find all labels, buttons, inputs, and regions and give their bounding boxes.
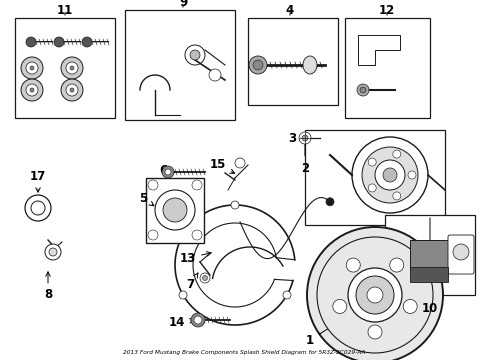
Circle shape (302, 135, 307, 141)
Bar (384, 215, 474, 295)
Text: 2013 Ford Mustang Brake Components Splash Shield Diagram for 5R3Z-2C029-AA: 2013 Ford Mustang Brake Components Splas… (122, 350, 365, 355)
Circle shape (367, 184, 375, 192)
Circle shape (162, 166, 174, 178)
Circle shape (382, 168, 396, 182)
Circle shape (235, 158, 244, 168)
Text: 7: 7 (185, 273, 198, 292)
Text: 8: 8 (44, 272, 52, 302)
Text: 3: 3 (287, 131, 304, 144)
Bar (146, 178, 203, 243)
Circle shape (190, 50, 200, 60)
Circle shape (26, 62, 38, 74)
Circle shape (356, 84, 368, 96)
Text: 12: 12 (378, 4, 394, 17)
Circle shape (332, 300, 346, 314)
Bar (345, 18, 429, 118)
Circle shape (54, 37, 64, 47)
Circle shape (452, 244, 468, 260)
Circle shape (298, 132, 310, 144)
Circle shape (361, 147, 417, 203)
Circle shape (49, 248, 57, 256)
Circle shape (45, 244, 61, 260)
Circle shape (148, 180, 158, 190)
Text: 9: 9 (179, 0, 187, 9)
Circle shape (403, 300, 416, 314)
Bar (409, 267, 447, 282)
Text: 11: 11 (57, 4, 73, 17)
Circle shape (21, 79, 43, 101)
Circle shape (392, 192, 400, 200)
Circle shape (325, 198, 333, 206)
Text: 5: 5 (139, 192, 154, 206)
Circle shape (148, 230, 158, 240)
FancyBboxPatch shape (447, 235, 473, 274)
Circle shape (208, 69, 221, 81)
Circle shape (389, 258, 403, 272)
Circle shape (306, 227, 442, 360)
Bar (305, 130, 444, 225)
Text: 1: 1 (305, 322, 338, 346)
Circle shape (70, 66, 74, 70)
Text: 6: 6 (159, 163, 174, 176)
Circle shape (179, 291, 186, 299)
Circle shape (184, 45, 204, 65)
Bar (409, 240, 447, 270)
Circle shape (392, 150, 400, 158)
Ellipse shape (303, 56, 316, 74)
Circle shape (367, 325, 381, 339)
Circle shape (155, 190, 195, 230)
Circle shape (192, 180, 202, 190)
Circle shape (25, 195, 51, 221)
Circle shape (351, 137, 427, 213)
Circle shape (30, 88, 34, 92)
Circle shape (252, 60, 263, 70)
Circle shape (31, 201, 45, 215)
Circle shape (316, 237, 432, 353)
Circle shape (70, 88, 74, 92)
Circle shape (30, 66, 34, 70)
Circle shape (359, 87, 365, 93)
Circle shape (26, 37, 36, 47)
Text: 4: 4 (285, 4, 293, 17)
Bar (247, 18, 337, 105)
Circle shape (61, 57, 83, 79)
Circle shape (374, 160, 404, 190)
Circle shape (191, 313, 204, 327)
Circle shape (61, 79, 83, 101)
Circle shape (366, 287, 382, 303)
Circle shape (163, 198, 186, 222)
Circle shape (347, 268, 401, 322)
Circle shape (194, 316, 202, 324)
Bar (15, 18, 115, 118)
Circle shape (164, 169, 171, 175)
Text: 16: 16 (319, 276, 336, 297)
Text: 10: 10 (421, 218, 437, 309)
Bar (125, 10, 235, 120)
Circle shape (66, 84, 78, 96)
Circle shape (202, 275, 207, 280)
Text: 2: 2 (300, 133, 308, 175)
Circle shape (66, 62, 78, 74)
Circle shape (367, 158, 375, 166)
Circle shape (248, 56, 266, 74)
Circle shape (21, 57, 43, 79)
Text: 17: 17 (30, 171, 46, 192)
Text: 13: 13 (180, 252, 211, 265)
Circle shape (407, 171, 415, 179)
Polygon shape (357, 35, 399, 65)
Circle shape (346, 258, 360, 272)
Circle shape (355, 276, 393, 314)
Circle shape (200, 273, 209, 283)
Text: 14: 14 (168, 315, 194, 328)
Circle shape (230, 201, 239, 209)
Text: 15: 15 (209, 158, 234, 173)
Circle shape (26, 84, 38, 96)
Circle shape (82, 37, 92, 47)
Circle shape (192, 230, 202, 240)
Text: 10: 10 (421, 302, 437, 315)
Circle shape (283, 291, 290, 299)
